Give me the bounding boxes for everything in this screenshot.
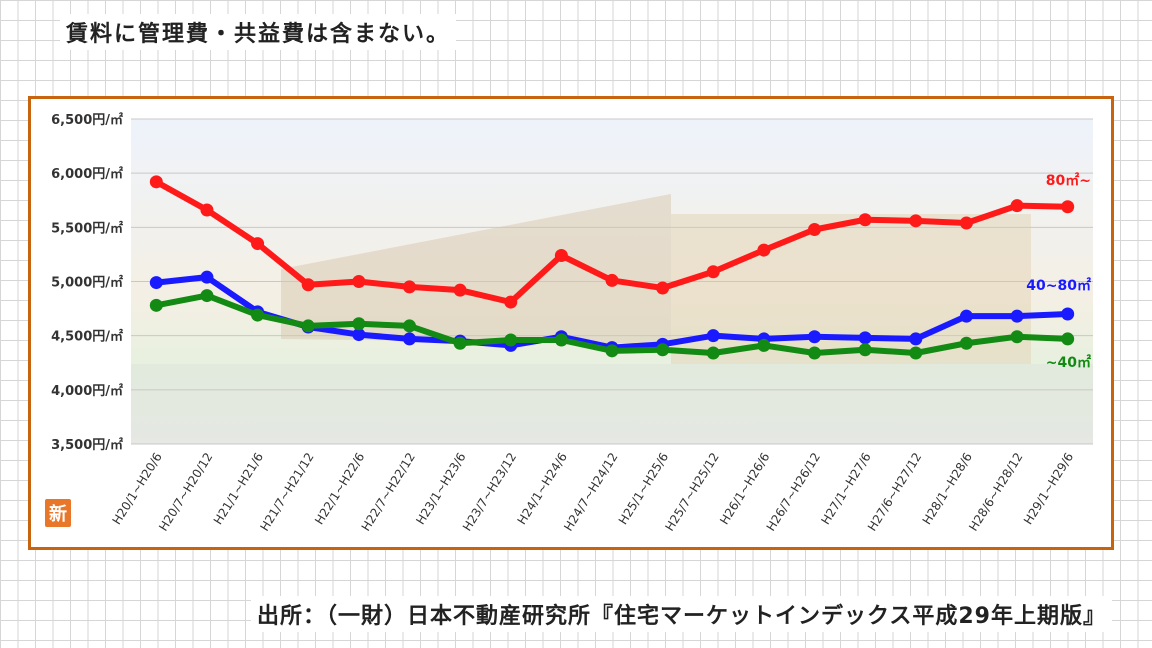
x-tick-label: H23/1~H23/6 <box>413 450 468 527</box>
new-badge <box>45 499 71 527</box>
data-point <box>959 336 973 350</box>
x-tick-label: H23/7~H23/12 <box>460 450 519 533</box>
data-point <box>656 343 670 357</box>
data-point <box>352 317 366 331</box>
rent-line-chart: 6,500円/㎡ 6,000円/㎡ 5,500円/㎡ 5,000円/㎡ 4,500円/㎡… <box>45 112 1093 534</box>
chart-frame: 6,500円/㎡ 6,000円/㎡ 5,500円/㎡ 5,000円/㎡ 4,500円/㎡… <box>28 96 1114 550</box>
data-point <box>504 295 518 309</box>
data-point <box>1061 307 1075 321</box>
x-tick-label: H27/1~H27/6 <box>818 450 873 527</box>
data-point <box>909 346 923 360</box>
y-tick-label: 5,000円/㎡ <box>51 275 123 291</box>
x-tick-label: H22/1~H22/6 <box>312 450 367 527</box>
data-point <box>858 343 872 357</box>
data-point <box>504 333 518 347</box>
x-tick-label: H29/1~H29/6 <box>1021 450 1076 527</box>
data-point <box>909 214 923 228</box>
y-tick-label: 6,500円/㎡ <box>51 112 123 128</box>
x-tick-label: H25/7~H25/12 <box>662 450 721 533</box>
x-tick-label: H26/1~H26/6 <box>717 450 772 527</box>
data-point <box>301 319 315 333</box>
x-tick-label: H26/7~H26/12 <box>764 450 823 533</box>
x-tick-label: H28/6~H28/12 <box>966 450 1025 533</box>
data-point <box>554 249 568 262</box>
source-note: 出所：（一財）日本不動産研究所『住宅マーケットインデックス平成29年上期版』 <box>251 596 1112 632</box>
data-point <box>1010 309 1024 323</box>
data-point <box>251 308 265 322</box>
data-point <box>808 346 822 360</box>
background-building-shape <box>281 194 671 344</box>
data-point <box>808 223 822 236</box>
data-point <box>808 330 822 344</box>
x-tick-label: H22/7~H22/12 <box>359 450 418 533</box>
data-point <box>251 237 265 251</box>
data-point <box>554 333 568 347</box>
data-point <box>200 203 214 217</box>
data-point <box>200 270 214 284</box>
data-point <box>706 329 720 343</box>
data-point <box>402 280 416 294</box>
data-point <box>1010 330 1024 344</box>
data-point <box>149 298 163 312</box>
data-point <box>149 175 163 189</box>
series-label: ~40㎡ <box>1046 354 1091 371</box>
background-ground-shape <box>131 364 1093 444</box>
x-tick-label: H24/1~H24/6 <box>515 450 570 527</box>
series-label: 40~80㎡ <box>1026 277 1091 294</box>
data-point <box>402 332 416 346</box>
data-point <box>959 216 973 230</box>
data-point <box>352 275 366 288</box>
data-point <box>757 338 771 352</box>
data-point <box>352 328 366 342</box>
data-point <box>706 265 720 279</box>
data-point <box>453 336 467 350</box>
y-tick-label: 4,500円/㎡ <box>51 329 123 345</box>
x-tick-label: H25/1~H25/6 <box>616 450 671 527</box>
y-tick-label: 6,000円/㎡ <box>51 166 123 182</box>
data-point <box>453 283 467 297</box>
x-tick-label: H24/7~H24/12 <box>561 450 620 533</box>
data-point <box>706 346 720 360</box>
x-tick-label: H21/7~H21/12 <box>257 450 316 533</box>
data-point <box>959 309 973 323</box>
data-point <box>301 278 315 292</box>
x-tick-label: H20/7~H20/12 <box>156 450 215 533</box>
data-point <box>149 276 163 290</box>
rent-note: 賃料に管理費・共益費は含まない。 <box>60 14 457 50</box>
x-tick-label: H27/6~H27/12 <box>865 450 924 533</box>
data-point <box>1061 332 1075 346</box>
data-point <box>656 281 670 295</box>
y-tick-label: 4,000円/㎡ <box>51 383 123 399</box>
x-tick-label: H20/1~H20/6 <box>110 450 165 527</box>
x-tick-label: H28/1~H28/6 <box>920 450 975 527</box>
data-point <box>909 332 923 346</box>
data-point <box>200 289 214 303</box>
data-point <box>858 213 872 227</box>
data-point <box>757 243 771 257</box>
data-point <box>402 319 416 333</box>
x-tick-label: H21/1~H21/6 <box>211 450 266 527</box>
new-badge-label: 新 <box>49 503 67 525</box>
data-point <box>1061 200 1075 214</box>
series-label: 80㎡~ <box>1046 172 1091 189</box>
data-point <box>858 331 872 345</box>
y-tick-label: 5,500円/㎡ <box>51 220 123 236</box>
data-point <box>605 273 619 287</box>
data-point <box>1010 199 1024 213</box>
y-tick-label: 3,500円/㎡ <box>51 437 123 453</box>
data-point <box>605 344 619 358</box>
